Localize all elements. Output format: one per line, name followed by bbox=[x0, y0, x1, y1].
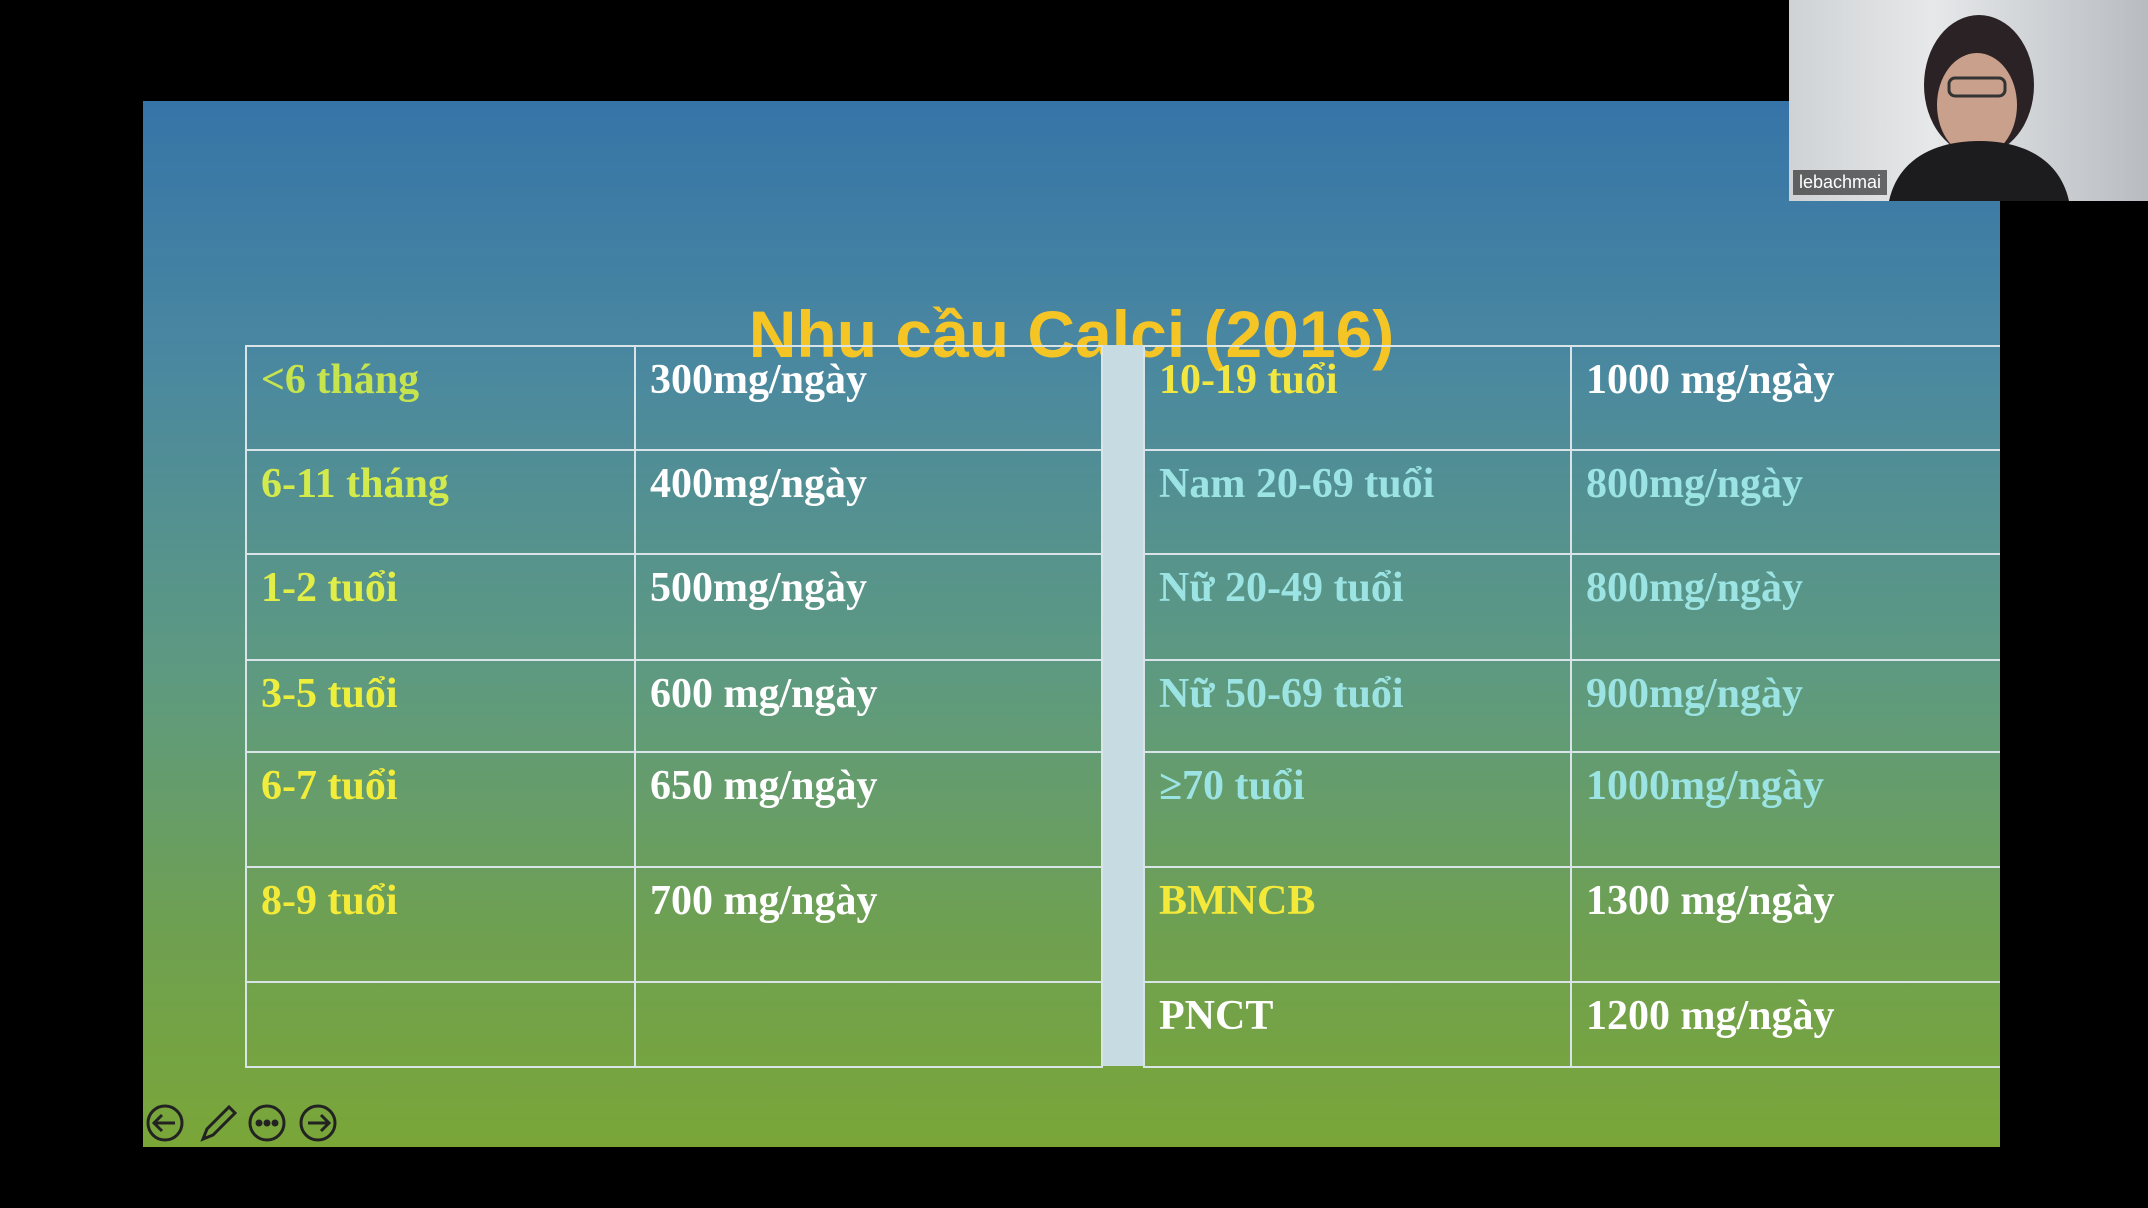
table-cell: 400mg/ngày bbox=[634, 449, 1103, 555]
slide-controls bbox=[146, 1104, 337, 1142]
table-cell: 800mg/ngày bbox=[1570, 553, 2000, 661]
slide: Nhu cầu Calci (2016) <6 tháng 300mg/ngày 1… bbox=[143, 101, 2000, 1147]
table-cell: 1000mg/ngày bbox=[1570, 751, 2000, 868]
table-divider bbox=[1101, 345, 1145, 1066]
webcam-tile: lebachmai bbox=[1789, 0, 2148, 201]
table-cell bbox=[634, 981, 1103, 1068]
table-cell: Nữ 50-69 tuổi bbox=[1143, 659, 1572, 753]
table-cell: PNCT bbox=[1143, 981, 1572, 1068]
table-cell: ≥70 tuổi bbox=[1143, 751, 1572, 868]
table-cell: 1000 mg/ngày bbox=[1570, 345, 2000, 451]
prev-button[interactable] bbox=[146, 1104, 184, 1142]
table-cell: 1300 mg/ngày bbox=[1570, 866, 2000, 983]
table-cell: 800mg/ngày bbox=[1570, 449, 2000, 555]
table-cell: 6-11 tháng bbox=[245, 449, 636, 555]
pen-button[interactable] bbox=[200, 1104, 238, 1142]
webcam-video bbox=[1889, 15, 2069, 201]
table-cell: 600 mg/ngày bbox=[634, 659, 1103, 753]
participant-name: lebachmai bbox=[1793, 170, 1888, 195]
table-cell: 900mg/ngày bbox=[1570, 659, 2000, 753]
next-button[interactable] bbox=[299, 1104, 337, 1142]
table-cell: 10-19 tuổi bbox=[1143, 345, 1572, 451]
slide-title: Nhu cầu Calci (2016) bbox=[748, 297, 1395, 371]
table-cell: 500mg/ngày bbox=[634, 553, 1103, 661]
table-cell: 1200 mg/ngày bbox=[1570, 981, 2000, 1068]
table-cell: BMNCB bbox=[1143, 866, 1572, 983]
table-cell: 650 mg/ngày bbox=[634, 751, 1103, 868]
table-cell: 300mg/ngày bbox=[634, 345, 1103, 451]
table-cell: 700 mg/ngày bbox=[634, 866, 1103, 983]
table-cell: Nữ 20-49 tuổi bbox=[1143, 553, 1572, 661]
table-cell: Nam 20-69 tuổi bbox=[1143, 449, 1572, 555]
more-button[interactable] bbox=[248, 1104, 286, 1142]
